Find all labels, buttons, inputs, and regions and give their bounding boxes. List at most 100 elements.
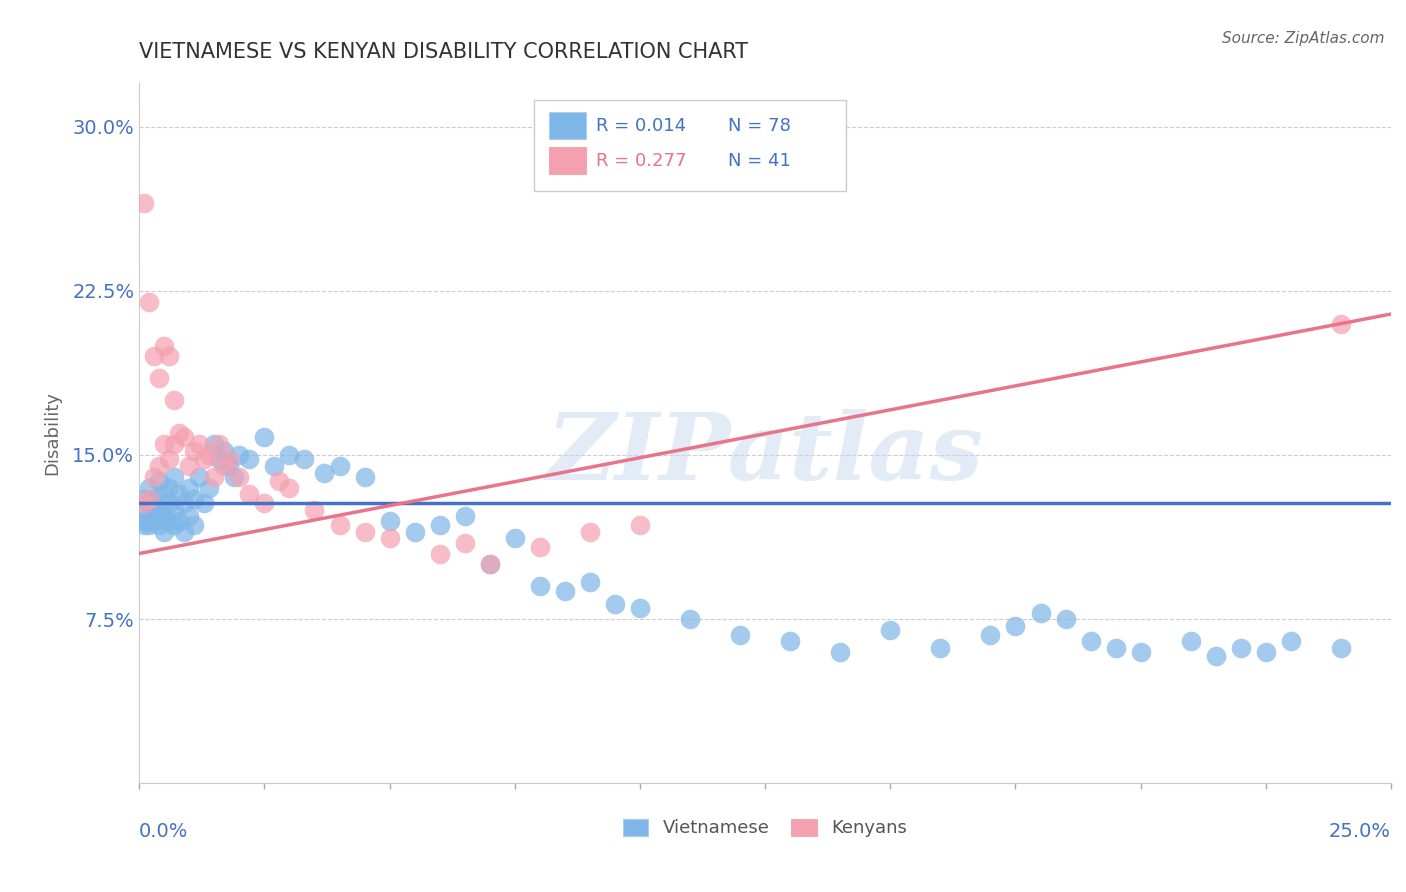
Point xyxy=(238,487,260,501)
Point xyxy=(378,531,401,545)
Point xyxy=(278,448,301,462)
Point xyxy=(143,491,166,506)
Point xyxy=(314,466,336,480)
Text: R = 0.014: R = 0.014 xyxy=(596,117,686,135)
Point xyxy=(278,481,301,495)
Text: R = 0.277: R = 0.277 xyxy=(596,152,686,169)
Point xyxy=(253,496,276,510)
Point xyxy=(579,574,602,589)
Point xyxy=(188,470,211,484)
Point xyxy=(148,518,170,533)
Point xyxy=(138,294,160,309)
Point xyxy=(728,627,751,641)
Point xyxy=(830,645,852,659)
Point xyxy=(1330,317,1353,331)
Point xyxy=(214,443,236,458)
Point xyxy=(134,502,156,516)
Point xyxy=(1029,606,1052,620)
Point xyxy=(1180,634,1202,648)
Point xyxy=(157,481,180,495)
Point xyxy=(153,509,176,524)
Point xyxy=(134,196,156,211)
Point xyxy=(478,558,501,572)
Point xyxy=(169,514,191,528)
Point xyxy=(208,452,231,467)
Point xyxy=(148,475,170,489)
Point xyxy=(224,470,246,484)
Point xyxy=(628,518,651,533)
Point xyxy=(198,481,221,495)
Point xyxy=(169,487,191,501)
Point xyxy=(1254,645,1277,659)
Point xyxy=(679,612,702,626)
Point xyxy=(404,524,426,539)
Point xyxy=(157,350,180,364)
Y-axis label: Disability: Disability xyxy=(44,391,60,475)
Point xyxy=(779,634,801,648)
Point xyxy=(1054,612,1077,626)
Point xyxy=(628,601,651,615)
Point xyxy=(879,623,901,637)
Point xyxy=(163,518,186,533)
Point xyxy=(253,430,276,444)
Point xyxy=(218,452,240,467)
Point xyxy=(228,448,250,462)
Point xyxy=(579,524,602,539)
FancyBboxPatch shape xyxy=(533,100,846,192)
Point xyxy=(134,491,156,506)
FancyBboxPatch shape xyxy=(548,112,586,139)
Point xyxy=(143,502,166,516)
Point xyxy=(143,514,166,528)
Point xyxy=(188,437,211,451)
Point xyxy=(453,509,475,524)
Point xyxy=(429,547,451,561)
Point xyxy=(478,558,501,572)
Point xyxy=(163,502,186,516)
Point xyxy=(198,448,221,462)
Point xyxy=(603,597,626,611)
Point xyxy=(1129,645,1152,659)
Point xyxy=(218,458,240,473)
Point xyxy=(263,458,285,473)
Text: ZIPatlas: ZIPatlas xyxy=(547,409,984,500)
Point xyxy=(554,583,576,598)
Text: Source: ZipAtlas.com: Source: ZipAtlas.com xyxy=(1222,31,1385,46)
Point xyxy=(143,470,166,484)
Point xyxy=(183,491,205,506)
Point xyxy=(138,491,160,506)
Point xyxy=(304,502,326,516)
Point xyxy=(163,437,186,451)
Point xyxy=(353,524,375,539)
Point xyxy=(328,458,350,473)
Point xyxy=(157,496,180,510)
Point xyxy=(143,350,166,364)
Point xyxy=(138,481,160,495)
Point xyxy=(134,518,156,533)
Point xyxy=(153,524,176,539)
Point xyxy=(134,496,156,510)
Point xyxy=(1229,640,1251,655)
Point xyxy=(173,496,195,510)
Text: 25.0%: 25.0% xyxy=(1329,822,1391,841)
Point xyxy=(529,540,551,554)
Point xyxy=(378,514,401,528)
Point xyxy=(1080,634,1102,648)
Point xyxy=(269,475,291,489)
Point xyxy=(529,579,551,593)
Point xyxy=(153,338,176,352)
Point xyxy=(1004,619,1026,633)
Point xyxy=(208,437,231,451)
Point xyxy=(228,470,250,484)
Point xyxy=(503,531,526,545)
Point xyxy=(153,487,176,501)
Point xyxy=(1205,649,1227,664)
Point xyxy=(214,458,236,473)
FancyBboxPatch shape xyxy=(548,147,586,174)
Text: N = 41: N = 41 xyxy=(727,152,790,169)
Point xyxy=(183,518,205,533)
Point xyxy=(138,496,160,510)
Point xyxy=(179,509,201,524)
Text: N = 78: N = 78 xyxy=(727,117,790,135)
Point xyxy=(179,481,201,495)
Point xyxy=(138,509,160,524)
